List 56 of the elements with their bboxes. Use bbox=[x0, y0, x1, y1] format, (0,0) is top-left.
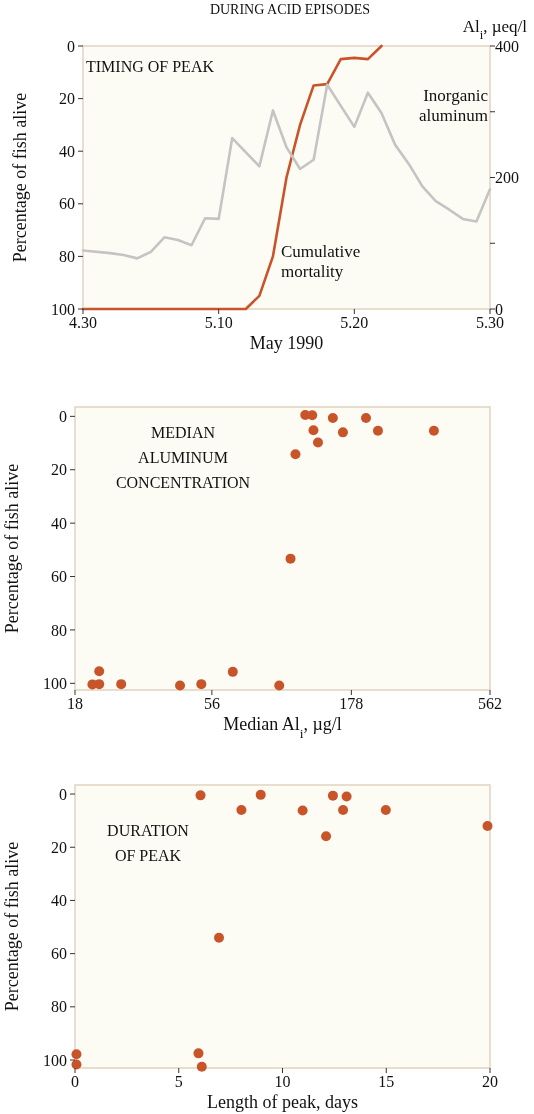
x-tick-label: 5.10 bbox=[204, 314, 233, 331]
y-axis-title: Percentage of fish alive bbox=[10, 92, 30, 263]
y-axis-title: Percentage of fish alive bbox=[2, 463, 22, 634]
x-tick-label: 5 bbox=[174, 1073, 183, 1090]
y-tick-label: 0 bbox=[59, 407, 67, 425]
point bbox=[196, 1061, 207, 1072]
x-axis-title: May 1990 bbox=[249, 333, 324, 353]
point bbox=[341, 791, 352, 802]
point bbox=[380, 805, 391, 815]
x-tick-label: 10 bbox=[274, 1073, 291, 1090]
point bbox=[193, 1048, 204, 1059]
y-tick-label: 40 bbox=[51, 514, 67, 532]
point bbox=[327, 790, 338, 801]
x-tick-label: 562 bbox=[478, 695, 502, 712]
y-tick-label: 20 bbox=[51, 838, 67, 856]
x-tick-label: 15 bbox=[378, 1073, 395, 1090]
y2-tick-label: 200 bbox=[495, 169, 519, 187]
y-tick-label: 80 bbox=[51, 621, 67, 639]
annotation: MEDIAN ALUMINUM CONCENTRATION bbox=[115, 424, 251, 491]
annotation: TIMING OF PEAK bbox=[86, 58, 215, 75]
y-tick-label: 60 bbox=[51, 568, 67, 586]
x-tick-label: 20 bbox=[482, 1073, 498, 1090]
y-tick-label: 100 bbox=[43, 1051, 67, 1069]
y-tick-label: 60 bbox=[51, 945, 67, 963]
y-tick-label: 80 bbox=[59, 248, 75, 265]
point bbox=[214, 932, 225, 943]
x-tick-label: 178 bbox=[339, 695, 364, 712]
annotation: DURATION OF PEAK bbox=[107, 822, 190, 864]
y-tick-label: 20 bbox=[59, 90, 75, 108]
y-tick-label: 60 bbox=[59, 195, 75, 213]
x-axis-title: Median Al$_{i}$, µg/l bbox=[223, 714, 342, 741]
y-tick-label: 20 bbox=[51, 461, 67, 479]
y-axis-title: Percentage of fish alive bbox=[2, 841, 22, 1012]
point bbox=[71, 1049, 82, 1060]
point bbox=[195, 790, 206, 801]
chart-title: DURING ACID EPISODES bbox=[209, 2, 371, 17]
point bbox=[338, 805, 349, 815]
x-tick-label: 5.20 bbox=[340, 314, 369, 331]
point bbox=[236, 805, 247, 815]
x-axis-title: Length of peak, days bbox=[207, 1092, 358, 1112]
line-series bbox=[81, 83, 492, 260]
line-series bbox=[81, 44, 383, 311]
x-tick-label: 56 bbox=[203, 695, 220, 712]
x-tick-label: 18 bbox=[67, 695, 83, 712]
point bbox=[255, 789, 266, 800]
y-tick-label: 0 bbox=[67, 37, 75, 55]
y-tick-label: 100 bbox=[43, 674, 67, 692]
point bbox=[297, 805, 308, 816]
y-tick-label: 80 bbox=[51, 998, 67, 1016]
series-label: Cumulative mortality bbox=[281, 242, 361, 281]
y-tick-label: 40 bbox=[59, 142, 75, 160]
point bbox=[321, 831, 332, 842]
point bbox=[482, 820, 493, 831]
y-tick-label: 40 bbox=[51, 892, 67, 910]
y-tick-label: 0 bbox=[59, 785, 67, 803]
series-label: Inorganic aluminum bbox=[419, 86, 489, 125]
